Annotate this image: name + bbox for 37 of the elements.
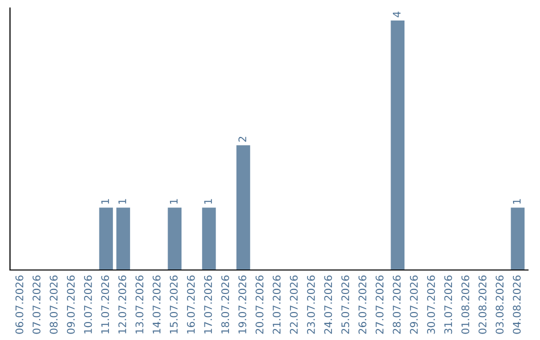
x-tick-label: 14.07.2026 [152, 276, 161, 334]
x-tick-label: 13.07.2026 [136, 276, 144, 334]
x-tick-label: 25.07.2026 [341, 276, 350, 334]
x-tick-label: 02.08.2026 [478, 276, 486, 334]
x-tick-label: 17.07.2026 [204, 276, 212, 334]
x-tick-label: 18.07.2026 [221, 276, 230, 334]
data-label: 1 [101, 199, 109, 204]
x-tick-label: 19.07.2026 [238, 276, 246, 334]
x-tick-label: 11.07.2026 [101, 276, 110, 334]
x-tick-label: 24.07.2026 [324, 276, 332, 334]
x-tick-label: 20.07.2026 [256, 276, 264, 334]
x-tick-label: 28.07.2026 [392, 276, 401, 334]
x-tick-label: 16.07.2026 [186, 276, 195, 334]
x-tick-label: 08.07.2026 [50, 276, 58, 334]
x-tick-label: 29.07.2026 [410, 276, 418, 334]
x-tick-label: 10.07.2026 [84, 276, 92, 334]
x-tick-label: 26.07.2026 [358, 276, 366, 334]
x-tick-label: 06.07.2026 [15, 276, 24, 334]
x-tick-label: 27.07.2026 [376, 276, 384, 334]
x-tick-label: 12.07.2026 [118, 276, 126, 334]
x-tick-label: 15.07.2026 [170, 276, 178, 334]
x-tick-label: 09.07.2026 [66, 276, 75, 334]
data-label: 1 [204, 199, 212, 204]
x-tick-label: 22.07.2026 [290, 276, 298, 334]
data-label: 1 [118, 199, 126, 204]
data-label: 1 [170, 199, 178, 204]
x-tick-label: 23.07.2026 [307, 276, 315, 334]
x-tick-label: 04.08.2026 [512, 276, 521, 334]
data-label: 1 [512, 199, 521, 204]
x-tick-label: 01.08.2026 [461, 276, 470, 334]
x-tick-label: 21.07.2026 [272, 276, 281, 334]
data-label: 2 [238, 136, 246, 142]
x-tick-label: 07.07.2026 [32, 276, 40, 334]
x-tick-label: 31.07.2026 [444, 276, 452, 334]
x-tick-label: 03.08.2026 [496, 276, 504, 334]
x-tick-label: 30.07.2026 [427, 276, 435, 334]
data-label: 4 [392, 12, 401, 18]
